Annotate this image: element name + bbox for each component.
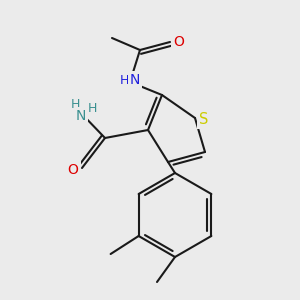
Text: H: H: [87, 101, 97, 115]
Text: N: N: [130, 73, 140, 87]
Text: N: N: [76, 109, 86, 123]
Text: H: H: [70, 98, 80, 110]
Text: O: O: [174, 35, 184, 49]
Text: O: O: [68, 163, 78, 177]
Text: S: S: [199, 112, 209, 127]
Text: H: H: [119, 74, 129, 86]
